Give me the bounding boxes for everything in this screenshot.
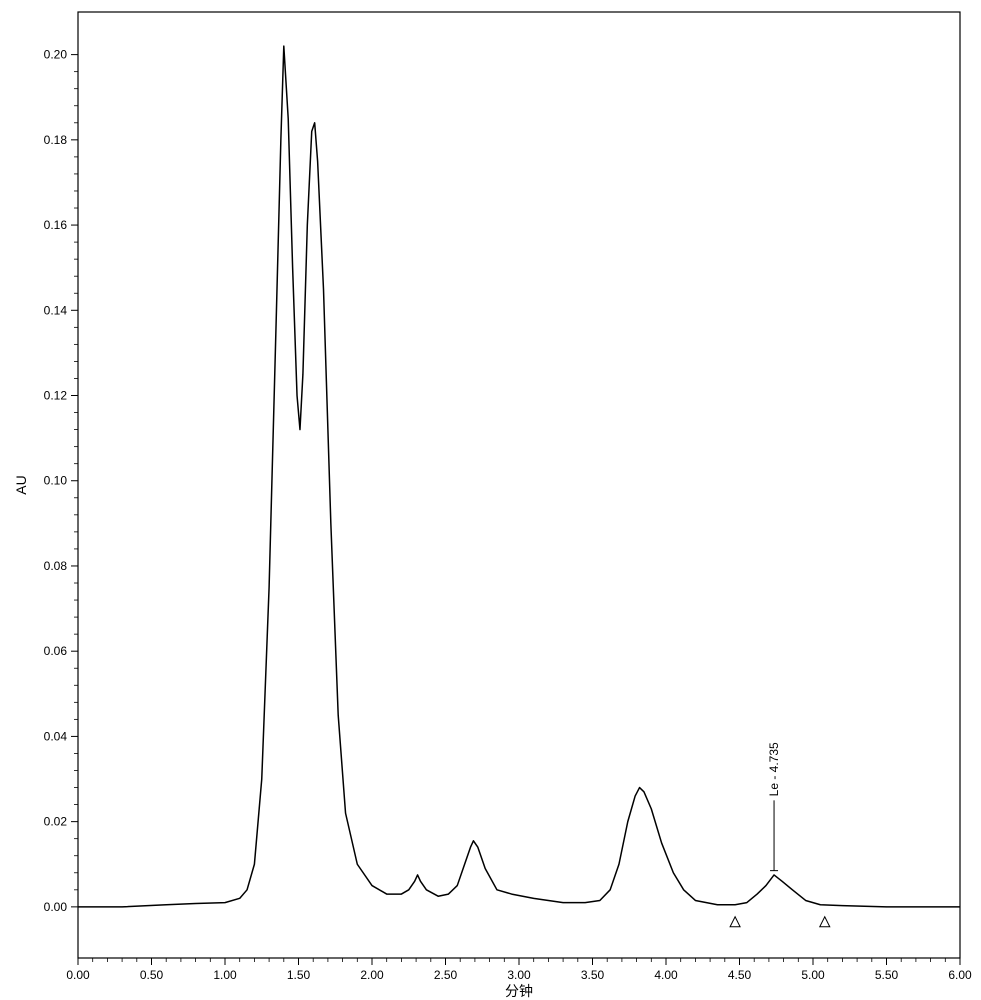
svg-text:0.02: 0.02 [44,815,68,829]
svg-text:1.00: 1.00 [213,968,237,982]
svg-text:0.04: 0.04 [44,729,68,743]
chromatogram-chart: 0.00 0.50 1.00 1.50 2.00 2.50 3.00 3.50 4.00 4.50… [0,0,981,1000]
peak-label: Le - 4.735 [767,742,781,796]
peak-marker [730,917,740,927]
svg-text:2.50: 2.50 [434,968,458,982]
svg-text:3.00: 3.00 [507,968,531,982]
svg-text:0.50: 0.50 [140,968,164,982]
svg-text:0.18: 0.18 [44,133,68,147]
svg-text:0.06: 0.06 [44,644,68,658]
svg-text:4.00: 4.00 [654,968,678,982]
chart-svg: 0.00 0.50 1.00 1.50 2.00 2.50 3.00 3.50 4.00 4.50… [0,0,981,1000]
svg-text:6.00: 6.00 [948,968,972,982]
svg-text:0.10: 0.10 [44,474,68,488]
svg-text:3.50: 3.50 [581,968,605,982]
svg-text:0.08: 0.08 [44,559,68,573]
svg-text:0.00: 0.00 [66,968,90,982]
svg-text:0.12: 0.12 [44,389,68,403]
svg-text:2.00: 2.00 [360,968,384,982]
svg-text:1.50: 1.50 [287,968,311,982]
chromatogram-trace [78,46,960,907]
svg-text:4.50: 4.50 [728,968,752,982]
svg-text:0.20: 0.20 [44,48,68,62]
svg-text:0.00: 0.00 [44,900,68,914]
svg-text:5.00: 5.00 [801,968,825,982]
svg-text:5.50: 5.50 [875,968,899,982]
y-axis-label: AU [13,475,29,494]
peak-marker [820,917,830,927]
svg-text:0.14: 0.14 [44,303,68,317]
svg-text:0.16: 0.16 [44,218,68,232]
x-axis-label: 分钟 [505,983,533,999]
